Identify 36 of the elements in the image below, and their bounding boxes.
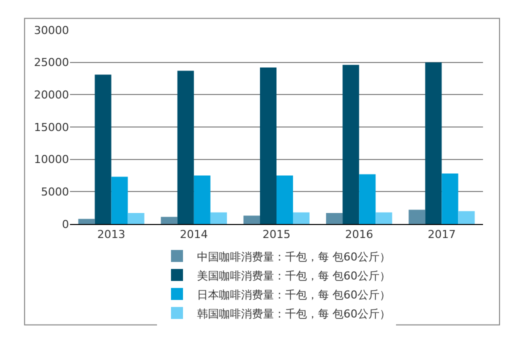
bar: [94, 74, 112, 224]
legend-label: 中国咖啡消费量：千包，每 包60公斤）: [197, 250, 390, 264]
legend-label: 美国咖啡消费量：千包，每 包60公斤）: [197, 269, 390, 282]
x-tick-label: 2013: [97, 228, 126, 242]
y-tick-label: 25000: [34, 56, 69, 70]
bar: [128, 213, 144, 224]
bar: [458, 211, 475, 224]
bar: [160, 216, 178, 224]
bar: [359, 174, 376, 224]
bar: [177, 70, 194, 224]
y-tick-label: 15000: [34, 120, 69, 134]
legend-label: 日本咖啡消费量：千包，每 包60公斤）: [197, 288, 390, 302]
bar: [276, 176, 294, 224]
bar: [442, 174, 458, 224]
x-tick-label: 2014: [180, 228, 208, 242]
bar: [78, 218, 95, 224]
bar: [376, 212, 392, 224]
x-tick-label: 2016: [345, 228, 374, 242]
x-tick-label: 2015: [262, 228, 290, 242]
y-tick-label: 10000: [34, 153, 69, 166]
bar: [425, 62, 442, 224]
x-tick-label: 2017: [428, 228, 456, 242]
bar: [111, 176, 128, 224]
bar: [243, 216, 260, 224]
y-tick-label: 0: [62, 218, 69, 231]
legend-label: 韩国咖啡消费量：千包，每 包60公斤）: [197, 307, 390, 320]
y-tick-label: 5000: [41, 186, 69, 199]
y-tick-label: 20000: [34, 88, 69, 102]
bar: [408, 210, 426, 224]
bar: [260, 68, 276, 224]
bar: [194, 176, 210, 224]
bar: [326, 213, 343, 224]
bar: [293, 212, 310, 224]
bar: [210, 212, 227, 224]
y-tick-label: 30000: [34, 24, 69, 37]
bar: [342, 64, 360, 224]
